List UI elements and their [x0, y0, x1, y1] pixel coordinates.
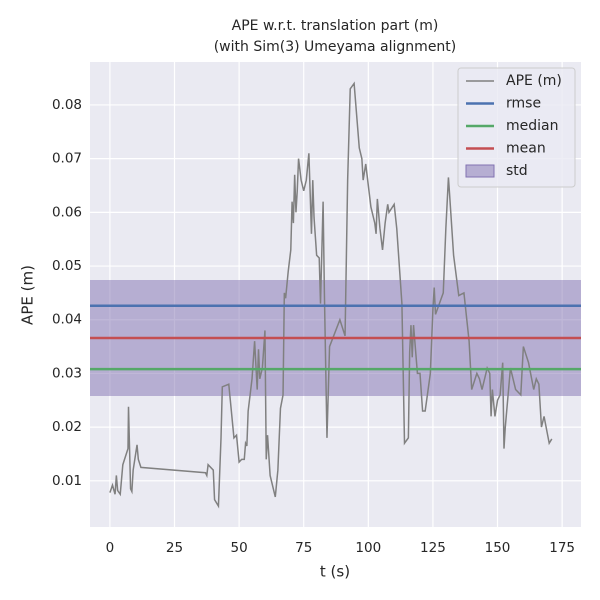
x-tick-label: 50: [231, 540, 248, 556]
y-tick-label: 0.05: [52, 258, 82, 274]
legend-label: mean: [506, 141, 546, 157]
y-tick-label: 0.07: [52, 151, 82, 167]
legend-label: rmse: [506, 96, 541, 112]
legend-box: [457, 67, 576, 188]
chart-title: APE w.r.t. translation part (m): [232, 18, 439, 34]
y-tick-label: 0.03: [52, 365, 82, 381]
chart-subtitle: (with Sim(3) Umeyama alignment): [214, 39, 457, 55]
x-tick-label: 150: [485, 540, 511, 556]
legend-swatch: [465, 164, 495, 178]
y-tick-label: 0.06: [52, 204, 82, 220]
x-tick-label: 25: [166, 540, 183, 556]
x-tick-label: 100: [355, 540, 381, 556]
x-tick-label: 175: [549, 540, 575, 556]
legend-label: median: [506, 118, 558, 134]
plot: [90, 81, 581, 509]
data-line: [109, 81, 553, 509]
legend-label: APE (m): [506, 73, 562, 89]
y-axis-label: APE (m): [19, 265, 37, 325]
x-axis-label: t (s): [320, 563, 350, 581]
y-tick-label: 0.04: [52, 312, 82, 328]
y-tick-label: 0.02: [52, 419, 82, 435]
y-tick-label: 0.01: [52, 473, 82, 489]
x-tick-label: 0: [106, 540, 115, 556]
x-tick-label: 125: [420, 540, 446, 556]
x-tick-label: 75: [295, 540, 312, 556]
legend-label: std: [506, 163, 528, 179]
y-tick-label: 0.08: [52, 97, 82, 113]
